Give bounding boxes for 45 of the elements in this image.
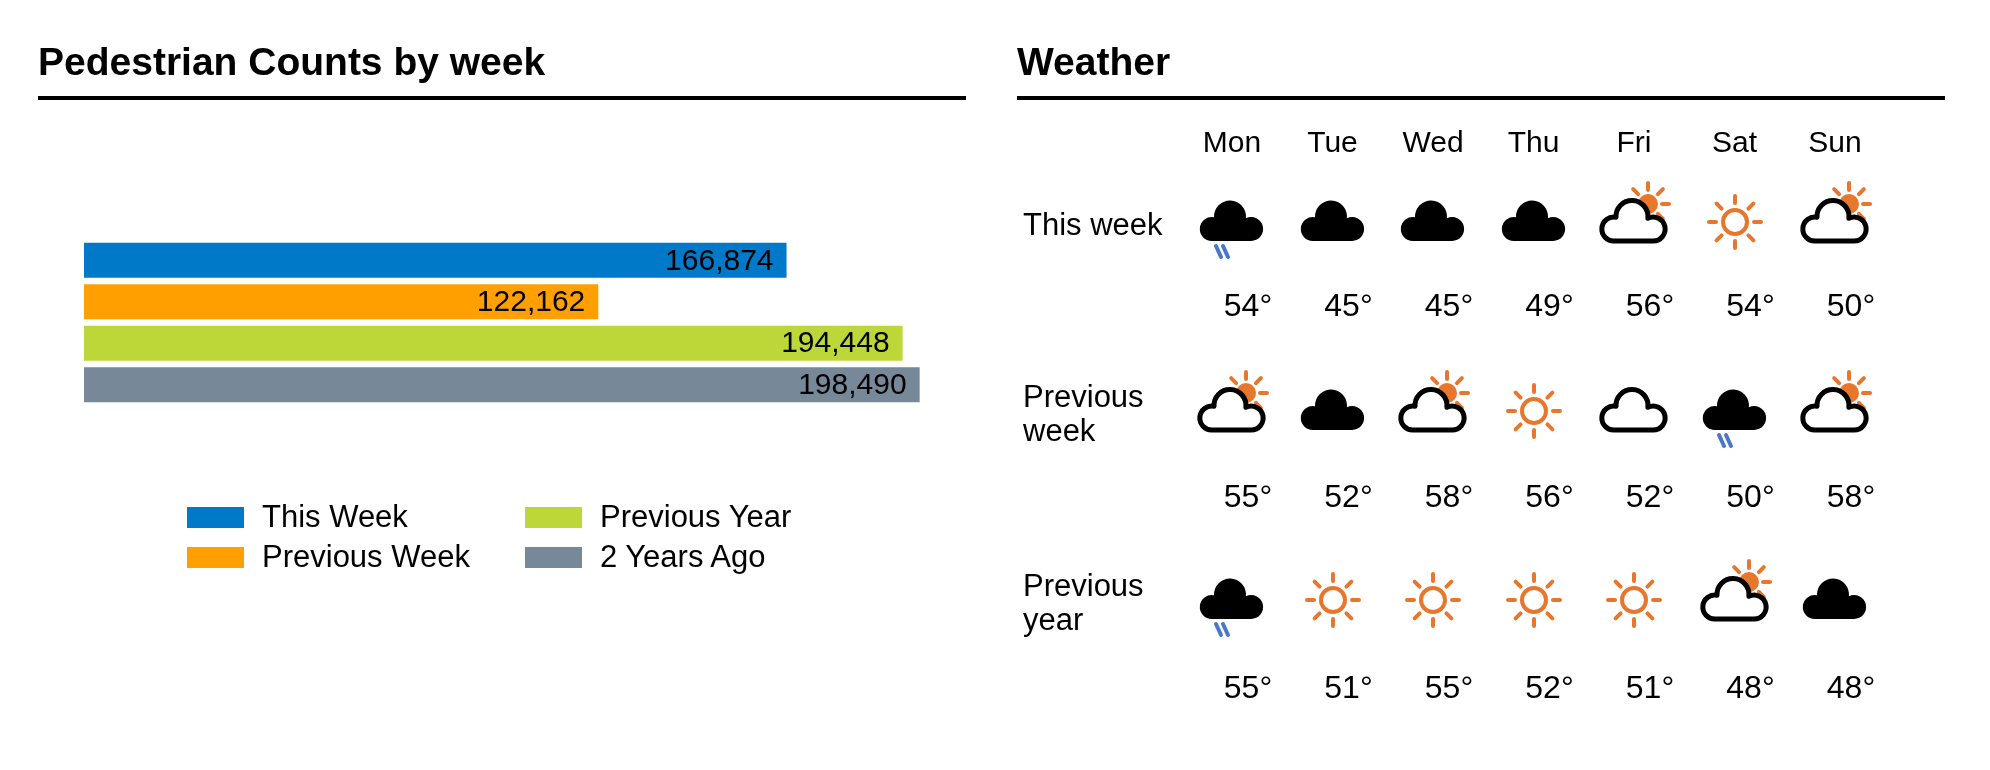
category-label: Mon bbox=[1202, 125, 1262, 159]
text: 56° bbox=[1525, 478, 1574, 514]
text: 55° bbox=[1223, 669, 1273, 705]
category-label: Tue bbox=[1307, 125, 1358, 159]
data-label: 198,490 bbox=[798, 366, 907, 400]
text: 52° bbox=[1324, 478, 1373, 514]
text: 55° bbox=[1424, 669, 1474, 705]
text: 50° bbox=[1826, 287, 1876, 323]
category-label: Wed bbox=[1402, 125, 1464, 159]
category-label: Thu bbox=[1507, 125, 1560, 159]
text: 51° bbox=[1324, 669, 1373, 705]
text: 45° bbox=[1324, 287, 1373, 323]
data-label: 122,162 bbox=[476, 284, 586, 318]
chart-title: Pedestrian Counts by week bbox=[38, 40, 546, 84]
text: 58° bbox=[1424, 478, 1474, 514]
category-label: Fri bbox=[1616, 125, 1652, 159]
text: 51° bbox=[1625, 669, 1675, 705]
bar bbox=[84, 284, 599, 320]
text: 55° bbox=[1223, 478, 1273, 514]
data-label: 194,448 bbox=[781, 325, 890, 359]
legend-label: 2 Years Ago bbox=[600, 539, 766, 574]
text: 45° bbox=[1424, 287, 1474, 323]
text: 54° bbox=[1726, 287, 1775, 323]
legend-label: Previous Week bbox=[262, 539, 470, 574]
text: 48° bbox=[1826, 669, 1876, 705]
text: 52° bbox=[1625, 478, 1675, 514]
text: 50° bbox=[1726, 478, 1775, 514]
text: 54° bbox=[1223, 287, 1273, 323]
text: 56° bbox=[1625, 287, 1675, 323]
legend-label: This Week bbox=[262, 499, 408, 534]
category-label: Previous year bbox=[1023, 568, 1144, 637]
text: Weather bbox=[1017, 40, 1171, 84]
text: 58° bbox=[1826, 478, 1876, 514]
category-label: Previous week bbox=[1023, 379, 1144, 448]
legend-label: Previous Year bbox=[600, 499, 792, 534]
bar bbox=[84, 367, 920, 403]
category-label: Sun bbox=[1808, 125, 1862, 159]
category-label: Sat bbox=[1711, 125, 1758, 159]
data-label: 166,874 bbox=[665, 242, 774, 276]
bar bbox=[84, 242, 787, 278]
text: 52° bbox=[1525, 669, 1574, 705]
category-label: This week bbox=[1023, 207, 1163, 242]
bar bbox=[84, 325, 903, 361]
text: 48° bbox=[1726, 669, 1775, 705]
text: 49° bbox=[1525, 287, 1574, 323]
